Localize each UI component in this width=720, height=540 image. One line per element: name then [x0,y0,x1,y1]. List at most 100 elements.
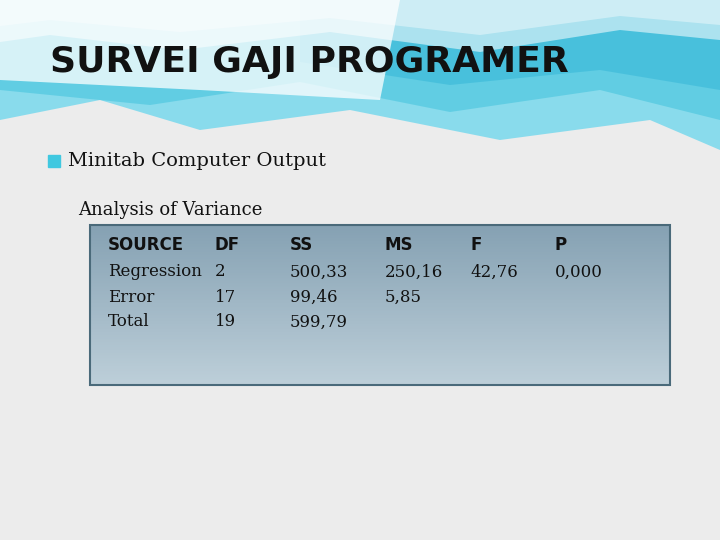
Bar [90,258,670,260]
Bar [90,346,670,348]
Bar [90,349,670,352]
Bar [90,242,670,244]
Bar [90,235,670,238]
Bar [90,353,670,355]
Polygon shape [0,0,720,150]
Bar [90,330,670,332]
Bar [90,383,670,385]
Bar [90,301,670,303]
Bar [90,261,670,264]
Bar [90,278,670,279]
Text: 599,79: 599,79 [290,314,348,330]
Bar [90,314,670,316]
Bar [90,378,670,380]
Bar [90,266,670,268]
Bar [90,332,670,334]
Text: 5,85: 5,85 [385,288,422,306]
Bar [90,288,670,291]
Polygon shape [300,0,720,90]
Bar [90,228,670,230]
Bar [90,234,670,236]
Bar [90,244,670,246]
Polygon shape [0,0,400,100]
Polygon shape [0,0,720,52]
Bar [90,381,670,383]
Bar [90,348,670,350]
Bar [90,285,670,287]
Bar [90,293,670,295]
Text: Analysis of Variance: Analysis of Variance [78,201,262,219]
Bar [90,225,670,385]
Bar [90,373,670,375]
Bar [90,247,670,249]
Bar [90,305,670,307]
Bar [90,375,670,377]
Bar [90,365,670,367]
Bar [90,268,670,270]
Bar [48,155,60,167]
Bar [90,316,670,318]
Bar [90,253,670,255]
Bar [90,256,670,259]
Bar [90,367,670,369]
Bar [90,318,670,319]
Bar [90,296,670,299]
Bar [90,226,670,228]
Bar [90,292,670,294]
Bar [90,380,670,382]
Bar [90,372,670,374]
Bar [90,276,670,278]
Bar [90,356,670,358]
Text: SOURCE: SOURCE [108,236,184,254]
Text: 250,16: 250,16 [385,264,444,280]
Bar [90,362,670,364]
Bar [90,376,670,379]
Bar [90,252,670,254]
Bar [90,327,670,329]
Bar [90,333,670,335]
Bar [90,274,670,276]
Bar [90,368,670,370]
Bar [90,245,670,247]
Bar [90,250,670,252]
Bar [90,239,670,241]
Bar [90,240,670,242]
Bar [90,233,670,234]
Bar [90,273,670,275]
Bar [90,328,670,330]
Bar [90,313,670,315]
Text: MS: MS [385,236,413,254]
Bar [90,354,670,356]
Bar [90,300,670,302]
Text: DF: DF [215,236,240,254]
Bar [90,370,670,372]
Bar [90,321,670,322]
Bar [90,335,670,337]
Bar [90,309,670,312]
Bar [90,341,670,343]
Bar [90,280,670,282]
Bar [90,255,670,257]
Bar [90,359,670,361]
Bar [90,271,670,273]
Bar [90,340,670,342]
Bar [90,279,670,281]
Bar [90,303,670,305]
Bar [90,230,670,232]
Text: 19: 19 [215,314,236,330]
Bar [90,265,670,267]
Bar [90,364,670,366]
Bar [90,231,670,233]
Text: 2: 2 [215,264,225,280]
Text: 42,76: 42,76 [470,264,518,280]
Text: 99,46: 99,46 [290,288,338,306]
Bar [90,336,670,339]
Text: SS: SS [290,236,313,254]
Bar [90,311,670,313]
Text: P: P [555,236,567,254]
Text: SURVEI GAJI PROGRAMER: SURVEI GAJI PROGRAMER [50,45,569,79]
Bar [90,322,670,324]
Bar [90,351,670,353]
Bar [90,319,670,321]
Bar [90,284,670,286]
